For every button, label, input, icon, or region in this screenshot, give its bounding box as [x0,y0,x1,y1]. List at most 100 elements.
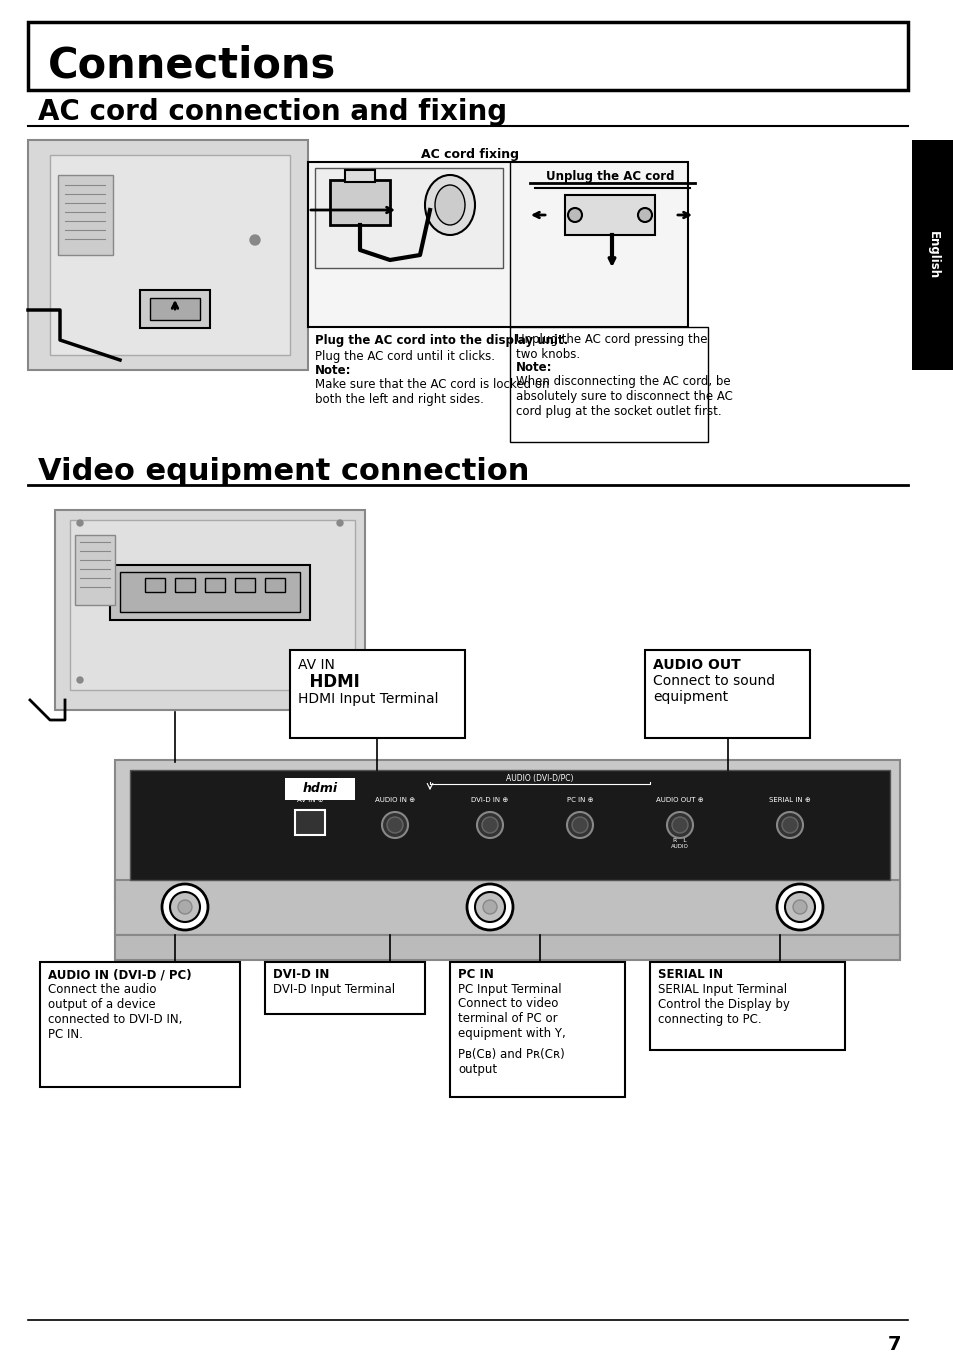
Text: Unplug the AC cord pressing the
two knobs.: Unplug the AC cord pressing the two knob… [516,333,707,360]
Text: Note:: Note: [516,360,552,374]
Text: PC IN: PC IN [457,968,494,981]
Text: Unplug the AC cord: Unplug the AC cord [545,171,674,183]
Circle shape [336,520,343,526]
Circle shape [77,520,83,526]
Bar [911,141,953,370]
Text: When disconnecting the AC cord, be
absolutely sure to disconnect the AC
cord plu: When disconnecting the AC cord, be absol… [516,375,732,418]
Text: AUDIO OUT ⊕: AUDIO OUT ⊕ [656,797,703,803]
Text: SERIAL IN ⊕: SERIAL IN ⊕ [768,797,810,803]
Bar [308,162,687,328]
Bar [50,156,290,355]
Bar [58,175,112,255]
Bar [510,328,707,442]
Text: Plug the AC cord until it clicks.: Plug the AC cord until it clicks. [314,349,495,363]
Text: Connect to sound
equipment: Connect to sound equipment [652,674,774,704]
Bar [564,195,655,235]
Text: Make sure that the AC cord is locked on
both the left and right sides.: Make sure that the AC cord is locked on … [314,378,549,405]
Text: DVI-D IN: DVI-D IN [273,968,329,981]
Text: hdmi: hdmi [302,782,337,796]
Circle shape [776,812,802,838]
Bar [40,962,240,1087]
Circle shape [567,207,581,222]
Bar [115,880,899,935]
Circle shape [666,812,692,838]
Bar [174,577,194,592]
Bar [314,168,502,268]
Text: Connections: Connections [48,45,335,87]
Circle shape [170,891,200,921]
Text: AC cord fixing: AC cord fixing [420,147,518,161]
Bar [644,650,809,738]
Circle shape [476,812,502,838]
Circle shape [781,818,797,833]
Circle shape [776,885,822,930]
Text: AUDIO OUT: AUDIO OUT [652,658,740,672]
Bar [140,289,210,328]
Bar [294,809,325,835]
Text: AC cord connection and fixing: AC cord connection and fixing [38,98,507,126]
Bar [55,511,365,710]
Text: AUDIO: AUDIO [670,845,688,849]
Text: DVI-D IN ⊕: DVI-D IN ⊕ [471,797,508,803]
Circle shape [482,900,497,915]
Circle shape [77,677,83,682]
Text: Note:: Note: [314,364,351,377]
Text: AV IN: AV IN [297,658,335,672]
Circle shape [784,891,814,921]
Text: DVI-D Input Terminal: DVI-D Input Terminal [273,983,395,996]
Bar [450,962,624,1097]
Text: Pʙ(Cʙ) and Pʀ(Cʀ)
output: Pʙ(Cʙ) and Pʀ(Cʀ) output [457,1048,564,1076]
Bar [150,298,200,319]
Bar [75,535,115,605]
Bar [234,577,254,592]
Ellipse shape [435,186,464,225]
Bar [110,565,310,620]
Bar [290,650,464,738]
Bar [70,520,355,689]
Text: AUDIO IN ⊕: AUDIO IN ⊕ [375,797,415,803]
Bar [130,770,889,880]
Text: 7: 7 [887,1335,901,1354]
Bar [120,572,299,612]
Circle shape [566,812,593,838]
Bar [345,171,375,182]
Bar [130,770,889,880]
Bar [330,180,390,225]
Circle shape [381,812,408,838]
Bar [115,935,899,960]
Circle shape [387,818,402,833]
Circle shape [792,900,806,915]
Text: HDMI Input Terminal: HDMI Input Terminal [297,692,438,706]
Circle shape [250,235,260,244]
Circle shape [671,818,687,833]
Text: PC Input Terminal: PC Input Terminal [457,983,561,996]
Circle shape [475,891,504,921]
Text: English: English [925,231,939,278]
Circle shape [638,207,651,222]
Text: PC IN ⊕: PC IN ⊕ [566,797,593,803]
Bar [649,962,844,1050]
Bar [265,577,285,592]
Circle shape [162,885,208,930]
Ellipse shape [424,175,475,235]
Circle shape [572,818,587,833]
Circle shape [467,885,513,930]
Text: SERIAL IN: SERIAL IN [658,968,722,981]
Text: HDMI: HDMI [297,673,359,691]
Text: Connect to video
terminal of PC or
equipment with Y,: Connect to video terminal of PC or equip… [457,996,565,1040]
Text: AV IN ⊕: AV IN ⊕ [296,797,323,803]
Text: AUDIO (DVI-D/PC): AUDIO (DVI-D/PC) [506,774,573,782]
Circle shape [178,900,192,915]
Bar [285,778,355,800]
Text: Connect the audio
output of a device
connected to DVI-D IN,
PC IN.: Connect the audio output of a device con… [48,983,182,1041]
Bar [265,962,424,1014]
Bar [28,22,907,90]
Text: Plug the AC cord into the display unit.: Plug the AC cord into the display unit. [314,334,568,347]
Bar [28,141,308,370]
Bar [115,760,899,900]
Text: SERIAL Input Terminal
Control the Display by
connecting to PC.: SERIAL Input Terminal Control the Displa… [658,983,789,1026]
Text: AUDIO IN (DVI-D / PC): AUDIO IN (DVI-D / PC) [48,968,192,981]
Text: R   L: R L [673,838,686,842]
Circle shape [481,818,497,833]
Bar [145,577,165,592]
